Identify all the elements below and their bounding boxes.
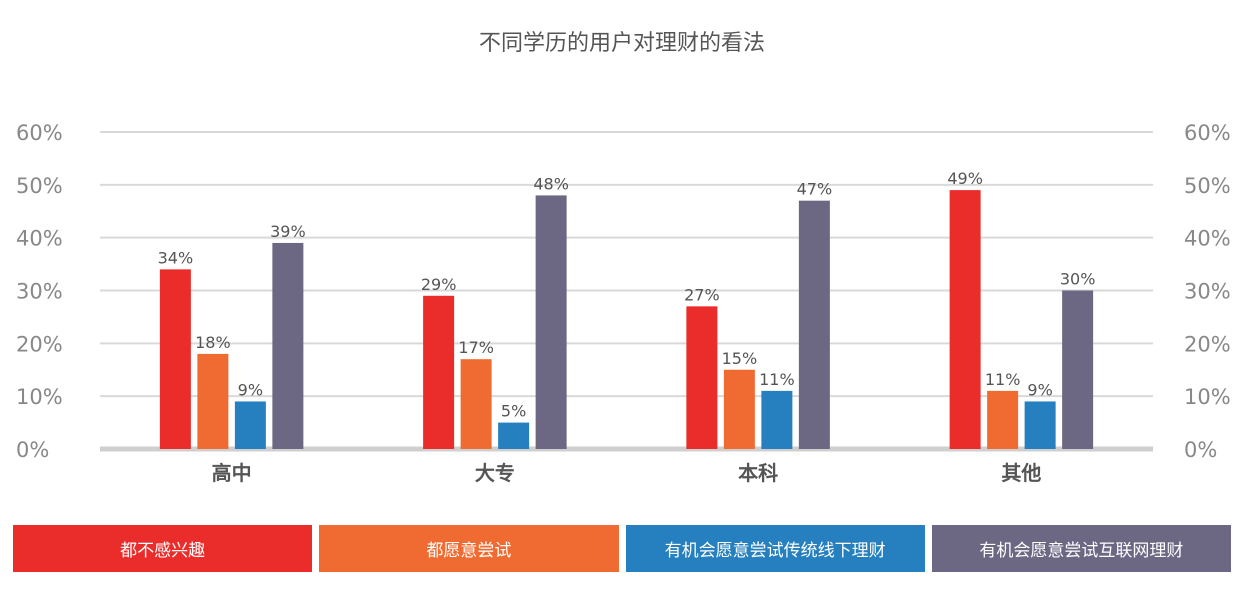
data-labels: 34%18%9%39%29%17%5%48%27%15%11%47%49%11%… — [158, 169, 1096, 420]
bar — [761, 390, 793, 449]
data-label: 27% — [684, 285, 720, 304]
bar — [723, 369, 755, 449]
legend-item: 都不感兴趣 — [13, 525, 313, 572]
y-tick-label-left: 30% — [16, 280, 63, 304]
category-label: 其他 — [1001, 461, 1041, 485]
y-tick-label-right: 50% — [1184, 174, 1231, 198]
data-label: 9% — [1027, 380, 1052, 399]
bar — [686, 306, 718, 449]
data-label: 15% — [722, 349, 758, 368]
bar — [1062, 290, 1094, 449]
category-label: 大专 — [475, 461, 515, 485]
category-label: 本科 — [738, 461, 778, 485]
legend-item: 有机会愿意尝试传统线下理财 — [625, 525, 925, 572]
data-label: 17% — [458, 338, 494, 357]
y-tick-label-left: 60% — [16, 121, 63, 145]
y-tick-label-right: 60% — [1184, 121, 1231, 145]
data-label: 49% — [947, 169, 983, 188]
bar — [159, 269, 191, 449]
bar — [272, 242, 304, 449]
bar — [987, 390, 1019, 449]
data-label: 39% — [270, 222, 306, 241]
data-label: 18% — [195, 333, 231, 352]
data-label: 11% — [759, 370, 795, 389]
y-tick-label-left: 20% — [16, 332, 63, 356]
data-label: 34% — [158, 248, 194, 267]
y-tick-label-left: 0% — [16, 438, 49, 462]
data-label: 5% — [501, 402, 526, 421]
y-tick-label-left: 10% — [16, 385, 63, 409]
bar — [798, 200, 830, 449]
bar — [949, 190, 981, 449]
right-y-axis: 0% 10% 20% 30% 40% 50% 60% — [1184, 121, 1231, 462]
x-axis-categories: 高中 大专 本科 其他 — [212, 461, 1042, 485]
legend-item: 有机会愿意尝试互联网理财 — [931, 525, 1231, 572]
chart-title: 不同学历的用户对理财的看法 — [479, 31, 765, 56]
data-label: 47% — [797, 180, 833, 199]
y-tick-label-right: 20% — [1184, 332, 1231, 356]
bar — [535, 195, 567, 449]
data-label: 9% — [238, 380, 263, 399]
category-label: 高中 — [212, 461, 252, 485]
bar — [234, 401, 266, 449]
bar — [197, 353, 229, 449]
bar — [423, 295, 455, 449]
bars — [159, 190, 1094, 449]
data-label: 29% — [421, 275, 457, 294]
bar — [1024, 401, 1056, 449]
bar — [460, 359, 492, 449]
y-tick-label-right: 10% — [1184, 385, 1231, 409]
data-label: 11% — [985, 370, 1021, 389]
left-y-axis: 0% 10% 20% 30% 40% 50% 60% — [16, 121, 63, 462]
y-tick-label-right: 0% — [1184, 438, 1217, 462]
legend: 都不感兴趣 都愿意尝试 有机会愿意尝试传统线下理财 有机会愿意尝试互联网理财 — [13, 525, 1231, 572]
legend-item: 都愿意尝试 — [319, 525, 619, 572]
y-tick-label-right: 30% — [1184, 280, 1231, 304]
y-tick-label-left: 50% — [16, 174, 63, 198]
data-label: 48% — [533, 174, 569, 193]
bar — [498, 422, 530, 449]
y-tick-label-right: 40% — [1184, 227, 1231, 251]
data-label: 30% — [1060, 270, 1096, 289]
y-tick-label-left: 40% — [16, 227, 63, 251]
